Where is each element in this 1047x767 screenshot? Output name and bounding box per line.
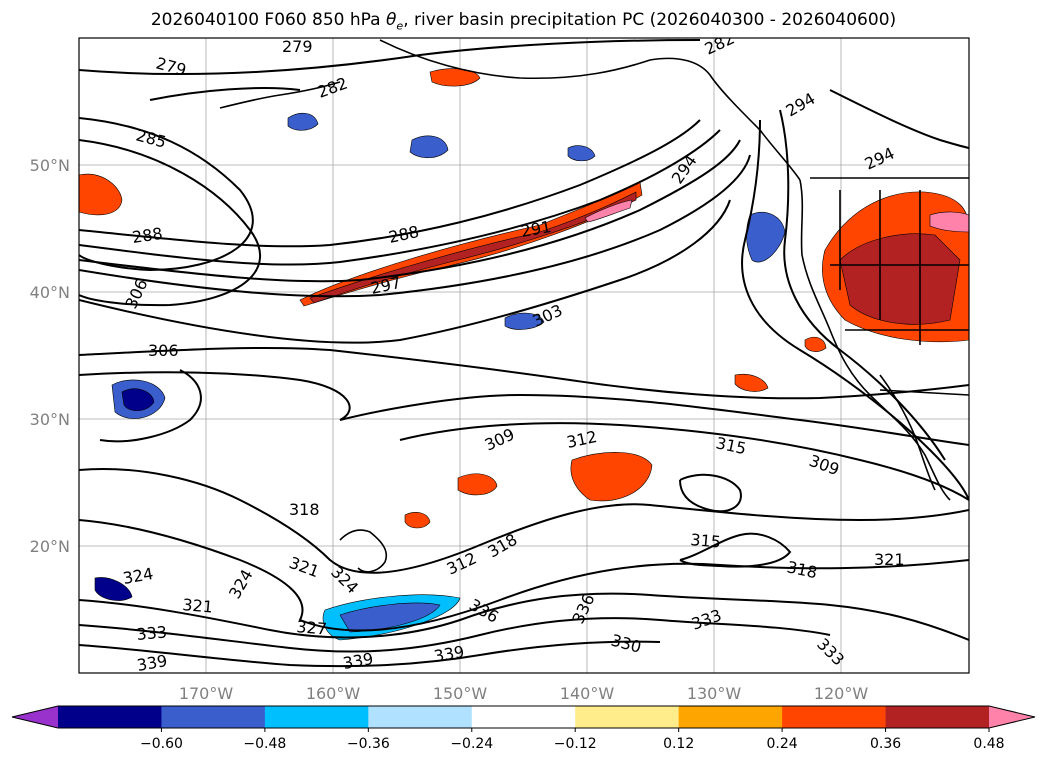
negative-pc-a-core xyxy=(121,388,155,411)
north-precip xyxy=(429,68,481,87)
colorbar-segment xyxy=(575,706,680,728)
lon-label: 150°W xyxy=(433,684,488,703)
contour-label: 321 xyxy=(182,595,214,617)
negative-pc-c xyxy=(94,577,133,601)
aleutian-islands xyxy=(219,81,341,109)
contour-label: 321 xyxy=(874,550,905,569)
lat-label: 30°N xyxy=(30,410,70,429)
colorbar-tick-label: 0.48 xyxy=(973,736,1004,752)
west-coast-pink xyxy=(929,211,969,233)
colorbar-segment xyxy=(885,706,990,728)
negative-pc-h xyxy=(287,112,319,131)
east-precip xyxy=(734,373,769,392)
subtropic-precip-c xyxy=(404,512,431,529)
colorbar-segment xyxy=(264,706,369,728)
colorbar-segment xyxy=(471,706,576,728)
map-panel: 279 279 282 282 285 288 288 291 294 294 … xyxy=(79,37,969,675)
contour-label: 288 xyxy=(131,224,164,247)
colorbar-tick-label: −0.12 xyxy=(554,736,597,752)
baja-california xyxy=(879,374,936,491)
lon-label: 120°W xyxy=(814,684,869,703)
colorbar-segment xyxy=(782,706,887,728)
contour-label: 279 xyxy=(282,37,313,56)
lat-label: 20°N xyxy=(30,537,70,556)
colorbar-outline xyxy=(11,705,1036,729)
longitude-labels: 170°W 160°W 150°W 140°W 130°W 120°W xyxy=(179,684,869,703)
contour-label: 327 xyxy=(296,617,328,639)
coastlines xyxy=(219,39,969,573)
colorbar-extend-low xyxy=(12,706,58,728)
lon-label: 170°W xyxy=(179,684,234,703)
contour-label: 318 xyxy=(289,500,320,519)
subtropic-precip-b xyxy=(457,473,498,496)
hawaii-islands xyxy=(339,529,388,573)
us-mexico-border xyxy=(879,389,969,396)
lat-label: 50°N xyxy=(30,156,70,175)
colorbar-tick-label: −0.48 xyxy=(243,736,286,752)
colorbar-segment xyxy=(161,706,266,728)
lon-label: 140°W xyxy=(560,684,615,703)
lon-label: 130°W xyxy=(687,684,742,703)
contour-label: 339 xyxy=(135,651,168,675)
map-frame xyxy=(78,37,970,674)
west-coast-core xyxy=(839,233,961,325)
colorbar-segment xyxy=(58,706,162,728)
lon-label: 160°W xyxy=(306,684,361,703)
colorbar-tick-label: −0.60 xyxy=(140,736,183,752)
colorbar-tick-label: −0.24 xyxy=(450,736,493,752)
negative-pc-f xyxy=(567,145,596,162)
dateline-precip xyxy=(79,173,123,216)
coast-precip-small xyxy=(804,336,827,352)
colorbar-segment xyxy=(678,706,783,728)
precip-shading xyxy=(79,68,969,641)
pink-pc-core xyxy=(584,199,633,223)
theta-e-contours xyxy=(79,39,969,668)
colorbar-extend-high xyxy=(989,706,1035,728)
colorbar-tick-label: 0.36 xyxy=(870,736,901,752)
contour-label: 315 xyxy=(690,530,722,552)
subtropic-precip-a xyxy=(570,452,653,502)
alaska-coast xyxy=(379,39,801,181)
north-america-west-coast xyxy=(799,179,951,501)
contour-label: 333 xyxy=(136,622,168,644)
negative-pc-g xyxy=(409,135,449,159)
colorbar-segment xyxy=(368,706,473,728)
colorbar-tick-label: 0.12 xyxy=(663,736,694,752)
negative-pc-e xyxy=(504,312,545,330)
colorbar: −0.60 −0.48 −0.36 −0.24 −0.12 0.12 0.24 0.36 0.4… xyxy=(11,705,1036,752)
colorbar-tick-label: −0.36 xyxy=(347,736,390,752)
map-title: 2026040100 F060 850 hPa θe, river basin … xyxy=(150,10,897,33)
contour-label: 306 xyxy=(148,341,179,360)
colorbar-tick-label: 0.24 xyxy=(767,736,798,752)
lat-label: 40°N xyxy=(30,283,70,302)
latitude-labels: 50°N 40°N 30°N 20°N xyxy=(30,156,70,556)
